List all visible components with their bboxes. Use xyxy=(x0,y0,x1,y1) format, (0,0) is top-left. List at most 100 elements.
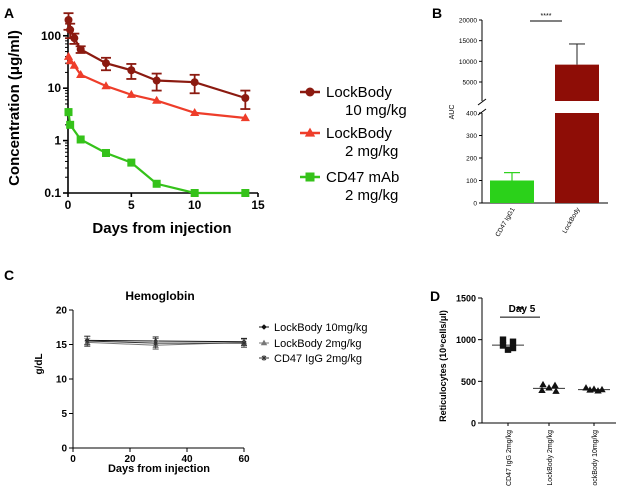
panel-a-legend-label-1: LockBody xyxy=(326,125,392,142)
panel-a-point-2 xyxy=(66,120,75,129)
panel-d-point-1 xyxy=(545,384,553,391)
panel-d-x-tick-label-0: CD47 IgG 2mg/kg xyxy=(506,430,513,486)
panel-a-legend-label-2: CD47 mAb xyxy=(326,169,399,186)
panel-c-point-2 xyxy=(153,340,159,346)
panel-a-y-tick-label: 1 xyxy=(54,134,61,148)
panel-a-legend-sublabel-1: 2 mg/kg xyxy=(345,143,398,160)
panel-c-x-tick-label: 60 xyxy=(238,454,250,465)
panel-d-y-tick-label: 1000 xyxy=(456,335,476,345)
panel-b-y-axis-label: AUC xyxy=(449,105,456,120)
panel-d-point-0 xyxy=(509,338,517,345)
panel-d-point-2 xyxy=(582,384,590,391)
panel-c-point-2 xyxy=(84,338,90,344)
panel-a-legend-marker-1 xyxy=(304,127,316,137)
panel-a-point-1 xyxy=(126,89,136,98)
panel-a-point-2 xyxy=(76,135,85,144)
panel-d-title: Day 5 xyxy=(509,304,536,315)
panel-d-y-axis-label: Reticulocytes (10⁹cells/μl) xyxy=(438,310,448,422)
panel-b-y-tick-label: 400 xyxy=(466,111,477,118)
panel-a-x-axis-label: Days from injection xyxy=(92,220,231,237)
panel-a-point-2 xyxy=(241,189,250,197)
panel-b-y-tick-label: 15000 xyxy=(459,38,477,45)
panel-c-x-tick-label: 0 xyxy=(70,454,76,465)
panel-a-legend-marker-0 xyxy=(305,87,315,97)
panel-label-d: D xyxy=(430,288,440,304)
panel-a-y-tick-label: 0.1 xyxy=(44,186,61,200)
panel-a-point-0 xyxy=(241,93,250,102)
panel-b-x-tick-label-0: CD47 IgG1 xyxy=(494,206,517,238)
panel-a-point-2 xyxy=(127,158,136,167)
panel-a-point-1 xyxy=(152,95,162,104)
panel-d-point-0 xyxy=(509,344,517,352)
panel-a-chart: Concentration (μg/ml) Days from injectio… xyxy=(6,12,407,237)
panel-a-point-1 xyxy=(69,60,79,69)
panel-c-y-tick-label: 10 xyxy=(56,375,68,386)
panel-c-y-axis-label: g/dL xyxy=(34,353,45,374)
panel-a-legend-label-0: LockBody xyxy=(326,84,392,101)
panel-a-y-tick-label: 10 xyxy=(48,81,62,95)
panel-b-y-tick-label: 200 xyxy=(466,156,477,163)
panel-a-point-2 xyxy=(102,148,110,157)
panel-d-y-tick-label: 1500 xyxy=(456,294,476,304)
panel-d-point-1 xyxy=(552,387,560,394)
panel-a-point-2 xyxy=(64,108,73,117)
panel-d-point-2 xyxy=(586,386,594,393)
panel-a-point-0 xyxy=(64,16,73,24)
panel-d-point-1 xyxy=(539,380,547,388)
panel-a-y-tick-label: 100 xyxy=(41,29,61,43)
panel-b-y-tick-label: 0 xyxy=(473,201,477,208)
panel-b-x-tick-label-1: LockBody xyxy=(561,206,582,235)
panel-d-y-tick-label: 500 xyxy=(461,377,476,387)
panel-d-point-1 xyxy=(538,386,546,394)
panel-b-significance-label: **** xyxy=(541,13,552,20)
panel-a-point-2 xyxy=(152,179,161,188)
panel-d-y-tick-label: 0 xyxy=(471,419,476,429)
panel-d-point-0 xyxy=(504,346,512,353)
panel-a-point-0 xyxy=(127,66,136,75)
panel-a-point-2 xyxy=(190,189,199,197)
panel-c-y-tick-label: 15 xyxy=(56,340,68,351)
panel-a-x-tick-label: 5 xyxy=(128,198,135,212)
panel-a-point-1 xyxy=(101,81,111,90)
panel-b-y-tick-label: 100 xyxy=(466,178,477,185)
panel-c-y-tick-label: 20 xyxy=(56,306,68,317)
panel-label-c: C xyxy=(4,267,14,283)
panel-c-legend-marker-1 xyxy=(260,339,268,346)
panel-d-point-0 xyxy=(499,336,507,343)
panel-c-legend-label-1: LockBody 2mg/kg xyxy=(274,338,361,350)
panel-c-title: Hemoglobin xyxy=(125,289,194,303)
panel-b-y-tick-label: 5000 xyxy=(463,79,478,86)
panel-a-legend-marker-2 xyxy=(305,172,315,182)
panel-b-axis-break-mark xyxy=(477,108,487,116)
panel-c-y-tick-label: 5 xyxy=(61,409,67,420)
panel-a-point-0 xyxy=(152,76,161,85)
panel-d-x-tick-label-2: LockBody 10mg/kg xyxy=(592,430,599,486)
panel-d-significance-label: ** xyxy=(516,305,524,316)
panel-a-point-0 xyxy=(70,34,79,43)
panel-a-point-1 xyxy=(65,56,75,65)
panel-a-x-tick-label: 0 xyxy=(65,198,72,212)
panel-a-legend-sublabel-0: 10 mg/kg xyxy=(345,102,407,119)
panel-a-point-0 xyxy=(190,78,199,87)
panel-d-chart: Day 5 Reticulocytes (10⁹cells/μl) 0 500 10… xyxy=(438,294,616,486)
panel-d-point-2 xyxy=(598,385,606,393)
panel-a-point-0 xyxy=(102,59,110,68)
panel-c-legend-marker-2 xyxy=(261,355,267,361)
panel-c-chart: Hemoglobin g/dL Days from injection 0 20 4… xyxy=(34,289,368,475)
panel-label-a: A xyxy=(4,5,14,21)
panel-a-x-tick-label: 10 xyxy=(188,198,202,212)
panel-b-y-tick-label: 10000 xyxy=(459,59,477,66)
panel-a-point-1 xyxy=(240,113,250,122)
panel-b-bar-upper-1 xyxy=(555,64,599,101)
panel-b-y-tick-label: 300 xyxy=(466,133,477,140)
panel-b-bar-0 xyxy=(490,180,534,203)
panel-c-legend-label-2: CD47 IgG 2mg/kg xyxy=(274,353,362,365)
panel-c-legend-label-0: LockBody 10mg/kg xyxy=(274,322,368,334)
panel-a-y-axis-label: Concentration (μg/ml) xyxy=(6,30,23,186)
panel-b-bar-1 xyxy=(555,113,599,203)
panel-b-y-tick-label: 20000 xyxy=(459,18,477,25)
panel-c-x-tick-label: 40 xyxy=(181,454,193,465)
panel-c-y-tick-label: 0 xyxy=(61,444,67,455)
panel-c-point-2 xyxy=(241,340,247,346)
